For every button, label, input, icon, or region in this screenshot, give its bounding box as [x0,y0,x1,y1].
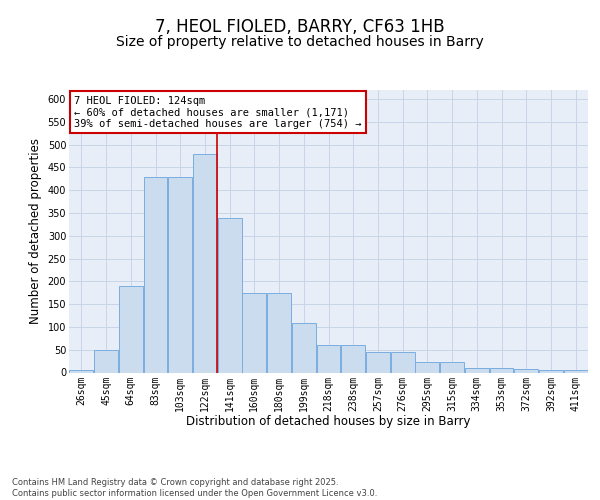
Bar [168,176,192,372]
Bar [440,362,464,372]
X-axis label: Distribution of detached houses by size in Barry: Distribution of detached houses by size … [186,414,471,428]
Bar [415,362,439,372]
Bar [193,154,217,372]
Bar [539,370,563,372]
Bar [341,345,365,372]
Bar [514,369,538,372]
Bar [317,345,340,372]
Bar [218,218,242,372]
Bar [563,370,587,372]
Bar [465,368,489,372]
Bar [94,350,118,372]
Y-axis label: Number of detached properties: Number of detached properties [29,138,42,324]
Bar [70,370,94,372]
Bar [292,324,316,372]
Bar [391,352,415,372]
Text: 7 HEOL FIOLED: 124sqm
← 60% of detached houses are smaller (1,171)
39% of semi-d: 7 HEOL FIOLED: 124sqm ← 60% of detached … [74,96,362,129]
Text: 7, HEOL FIOLED, BARRY, CF63 1HB: 7, HEOL FIOLED, BARRY, CF63 1HB [155,18,445,36]
Bar [143,176,167,372]
Bar [490,368,514,372]
Bar [119,286,143,372]
Bar [267,293,291,372]
Text: Contains HM Land Registry data © Crown copyright and database right 2025.
Contai: Contains HM Land Registry data © Crown c… [12,478,377,498]
Text: Size of property relative to detached houses in Barry: Size of property relative to detached ho… [116,35,484,49]
Bar [366,352,390,372]
Bar [242,293,266,372]
